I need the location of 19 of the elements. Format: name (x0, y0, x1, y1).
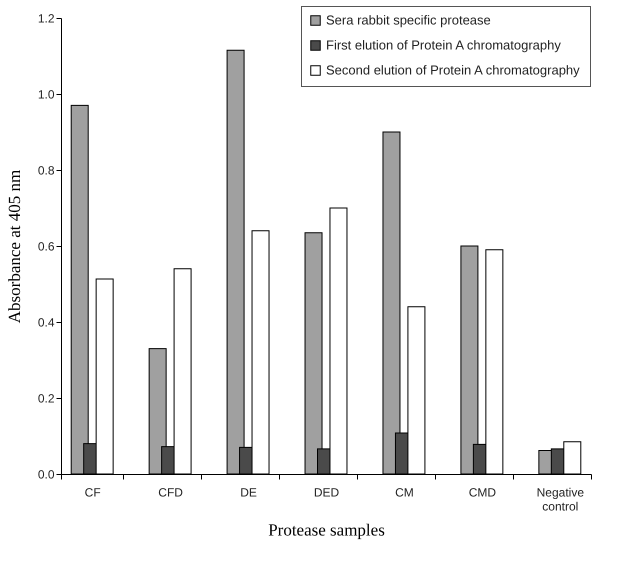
legend-label: First elution of Protein A chromatography (326, 38, 562, 52)
legend-label: Second elution of Protein A chromatography (326, 62, 580, 78)
y-tick-label: 0.2 (38, 392, 55, 406)
y-tick-label: 0.0 (38, 468, 55, 482)
x-axis-title: Protease samples (268, 520, 385, 540)
x-tick-label: DE (240, 486, 257, 500)
x-tick-label: DED (314, 486, 340, 500)
legend-label: Sera rabbit specific protease (326, 12, 491, 28)
y-tick-label: 0.4 (38, 316, 55, 330)
x-tick-label: CF (84, 486, 101, 500)
x-tick-label: Negative control (536, 486, 584, 514)
x-tick-label: CFD (158, 486, 184, 500)
x-tick-label: CM (395, 486, 414, 500)
y-tick-label: 0.6 (38, 240, 55, 254)
y-tick-label: 1.0 (38, 88, 55, 102)
y-tick-label: 1.2 (38, 12, 55, 26)
x-tick-label: CMD (468, 486, 496, 500)
y-axis-title: Absorbance at 405 nm (4, 170, 24, 324)
y-tick-label: 0.8 (38, 164, 55, 178)
